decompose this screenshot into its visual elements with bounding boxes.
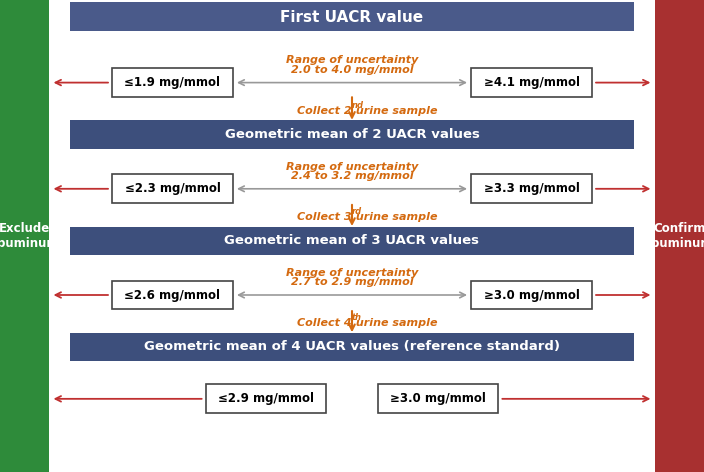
- Text: ≤2.3 mg/mmol: ≤2.3 mg/mmol: [125, 182, 220, 195]
- Text: Collect 4: Collect 4: [297, 318, 352, 329]
- Text: ≥3.3 mg/mmol: ≥3.3 mg/mmol: [484, 182, 579, 195]
- FancyBboxPatch shape: [112, 280, 233, 310]
- Bar: [70, 2, 634, 31]
- Text: Confirm
albuminuria: Confirm albuminuria: [640, 222, 704, 250]
- Bar: [70, 227, 634, 255]
- Text: Collect 3: Collect 3: [297, 212, 352, 222]
- Text: Exclude
albuminuria: Exclude albuminuria: [0, 222, 64, 250]
- Text: 2.4 to 3.2 mg/mmol: 2.4 to 3.2 mg/mmol: [291, 171, 413, 181]
- Text: urine sample: urine sample: [352, 106, 437, 116]
- FancyBboxPatch shape: [112, 68, 233, 97]
- Bar: [0, 0, 49, 472]
- Bar: [655, 0, 704, 472]
- Text: Range of uncertainty: Range of uncertainty: [286, 161, 418, 172]
- Text: ≤1.9 mg/mmol: ≤1.9 mg/mmol: [125, 76, 220, 89]
- Text: ≥3.0 mg/mmol: ≥3.0 mg/mmol: [390, 392, 486, 405]
- FancyBboxPatch shape: [472, 280, 591, 310]
- Text: nd: nd: [352, 101, 364, 110]
- Text: Range of uncertainty: Range of uncertainty: [286, 55, 418, 66]
- Text: th: th: [352, 313, 362, 322]
- Text: Collect 2: Collect 2: [297, 106, 352, 116]
- Bar: [70, 333, 634, 361]
- Text: Geometric mean of 2 UACR values: Geometric mean of 2 UACR values: [225, 128, 479, 141]
- FancyBboxPatch shape: [112, 174, 233, 203]
- FancyBboxPatch shape: [377, 384, 498, 413]
- Text: 2.0 to 4.0 mg/mmol: 2.0 to 4.0 mg/mmol: [291, 65, 413, 75]
- Text: ≥3.0 mg/mmol: ≥3.0 mg/mmol: [484, 288, 579, 302]
- FancyBboxPatch shape: [206, 384, 327, 413]
- Text: Range of uncertainty: Range of uncertainty: [286, 268, 418, 278]
- Text: ≤2.9 mg/mmol: ≤2.9 mg/mmol: [218, 392, 314, 405]
- Text: Geometric mean of 4 UACR values (reference standard): Geometric mean of 4 UACR values (referen…: [144, 340, 560, 354]
- Text: urine sample: urine sample: [352, 318, 437, 329]
- Text: ≥4.1 mg/mmol: ≥4.1 mg/mmol: [484, 76, 579, 89]
- Text: 2.7 to 2.9 mg/mmol: 2.7 to 2.9 mg/mmol: [291, 277, 413, 287]
- Text: ≤2.6 mg/mmol: ≤2.6 mg/mmol: [125, 288, 220, 302]
- FancyBboxPatch shape: [472, 68, 591, 97]
- FancyBboxPatch shape: [472, 174, 591, 203]
- Text: First UACR value: First UACR value: [280, 10, 424, 25]
- Text: rd: rd: [352, 207, 362, 216]
- Text: Geometric mean of 3 UACR values: Geometric mean of 3 UACR values: [225, 234, 479, 247]
- Text: urine sample: urine sample: [352, 212, 437, 222]
- Bar: [70, 120, 634, 149]
